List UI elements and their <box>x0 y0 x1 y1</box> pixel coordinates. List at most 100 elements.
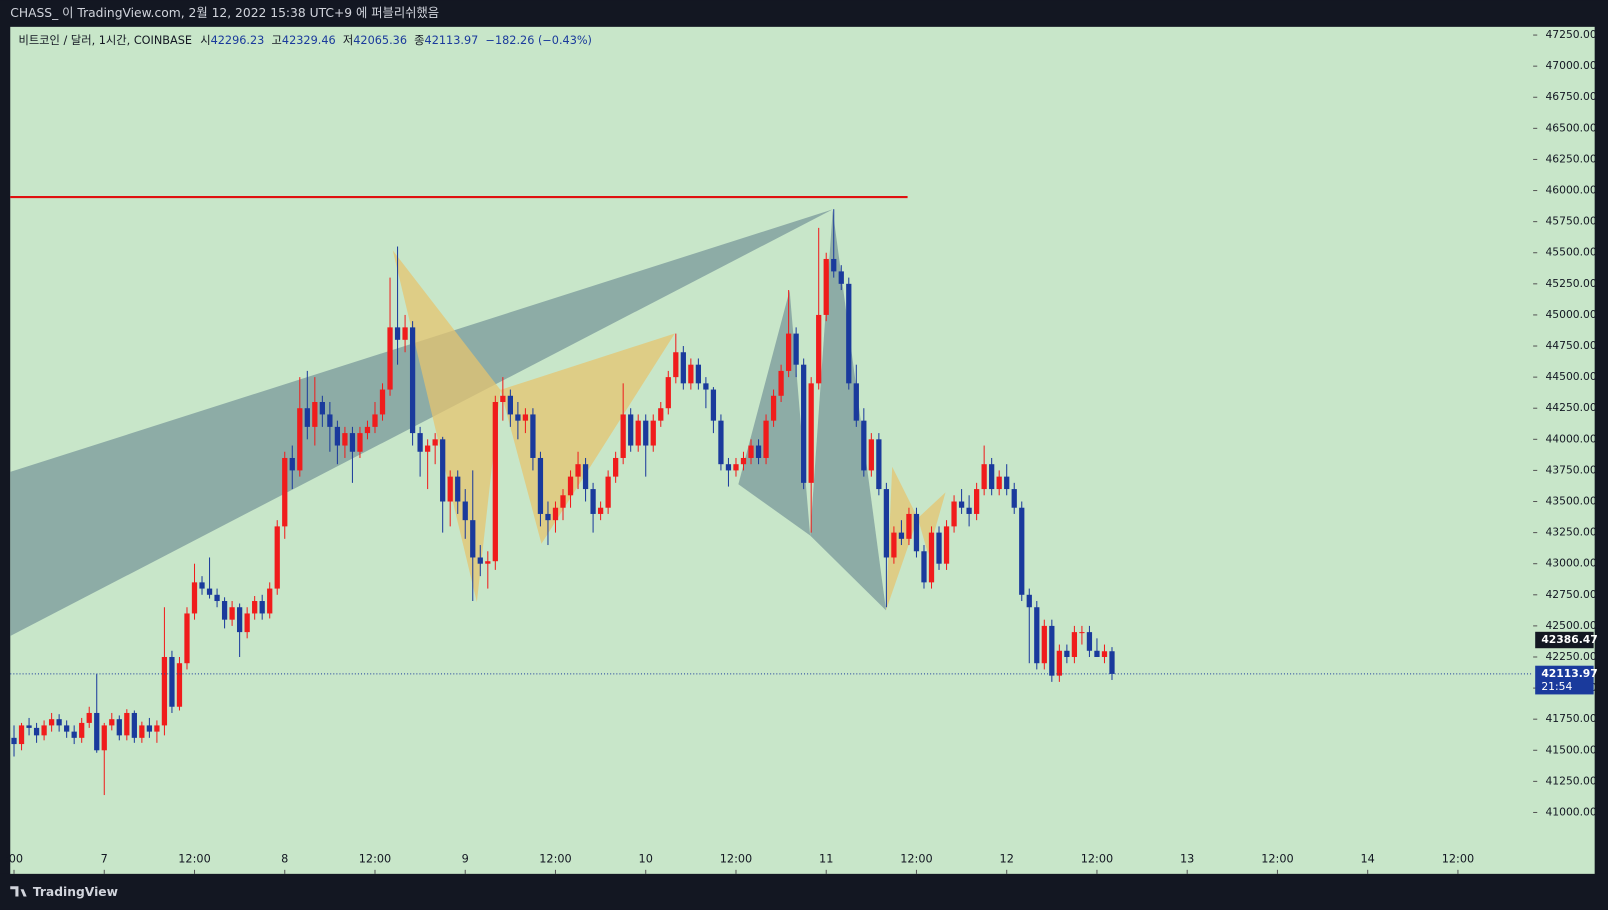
candle-body <box>274 526 280 589</box>
pattern-triangle <box>392 250 501 603</box>
candle-body <box>319 401 325 415</box>
x-tick-label: :00 <box>5 853 23 866</box>
candle-body <box>635 420 641 446</box>
candle-body <box>1101 651 1108 657</box>
x-tick-label: 12:00 <box>359 853 391 866</box>
candle-body <box>1026 594 1032 608</box>
legend-change: −182.26 (−0.43%) <box>486 34 592 47</box>
x-tick-label: 12:00 <box>178 853 210 866</box>
candle-body <box>613 457 619 477</box>
x-tick-label: 12:00 <box>539 853 571 866</box>
pattern-triangle <box>500 333 675 544</box>
candle-body <box>898 532 905 539</box>
candle-body <box>665 377 671 409</box>
candle-body <box>1094 650 1100 657</box>
candle-body <box>349 433 356 452</box>
legend-label: 저 <box>343 34 353 47</box>
candle-body <box>342 433 348 446</box>
candle-body <box>703 383 709 390</box>
candle-body <box>48 719 55 726</box>
y-tick-label: 43750.00 <box>1545 463 1596 476</box>
candle-body <box>500 395 506 402</box>
candle-body <box>973 489 980 514</box>
candle-body <box>582 464 589 490</box>
candle-body <box>244 613 250 633</box>
candle-body <box>755 445 762 458</box>
y-tick-label: 43000.00 <box>1545 557 1596 570</box>
y-tick-label: 44750.00 <box>1545 339 1596 352</box>
y-tick-label: 44250.00 <box>1545 401 1596 414</box>
y-tick-label: 41750.00 <box>1545 712 1596 725</box>
legend-label: 시 <box>200 34 210 47</box>
candle-body <box>522 414 529 421</box>
y-tick-label: 41250.00 <box>1545 774 1596 787</box>
legend-label: 종 <box>414 34 424 47</box>
candle-body <box>440 439 446 502</box>
candle-body <box>417 433 423 452</box>
candle-body <box>199 582 205 589</box>
candle-body <box>981 464 987 490</box>
candle-body <box>86 712 92 723</box>
candle-body <box>1079 632 1085 634</box>
candle-body <box>387 327 393 390</box>
candle-body <box>876 439 882 490</box>
legend-value: 42329.46 <box>282 34 336 47</box>
candle-body <box>41 725 47 736</box>
pattern-triangle <box>10 209 833 637</box>
candle-body <box>620 414 626 458</box>
candle-body <box>492 401 498 562</box>
drawings <box>10 196 946 637</box>
candle-body <box>883 489 890 558</box>
candle-body <box>718 420 724 465</box>
candle-body <box>462 501 468 521</box>
candle-body <box>996 476 1002 490</box>
y-tick-label: 41500.00 <box>1545 743 1596 756</box>
pattern-triangle <box>917 492 946 554</box>
candle-body <box>816 314 822 384</box>
candle-body <box>966 507 972 514</box>
candle-body <box>372 414 378 427</box>
y-tick-label: 47000.00 <box>1545 59 1596 72</box>
candle-body <box>740 457 747 465</box>
y-tick-label: 42250.00 <box>1545 650 1596 663</box>
candle-body <box>951 501 957 527</box>
x-tick-label: 12:00 <box>1081 853 1113 866</box>
candle-body <box>146 725 153 732</box>
candle-body <box>778 370 784 396</box>
candle-body <box>545 513 551 521</box>
candle-body <box>26 725 32 728</box>
candle-body <box>507 395 513 415</box>
candle-body <box>989 464 995 490</box>
candle-body <box>447 476 453 502</box>
candle-body <box>11 737 17 745</box>
candle-body <box>364 426 371 434</box>
candle-body <box>402 327 408 340</box>
candle-body <box>116 719 122 736</box>
candle-body <box>131 712 137 738</box>
candle-body <box>861 420 867 471</box>
x-tick-label: 12:00 <box>1261 853 1293 866</box>
candle-body <box>334 426 341 446</box>
candle-body <box>936 532 942 564</box>
candle-body <box>56 719 62 726</box>
candle-body <box>793 333 799 365</box>
candle-body <box>214 594 220 602</box>
y-tick-label: 43500.00 <box>1545 495 1596 508</box>
candle-body <box>1034 607 1040 664</box>
last-price-label: 42113.97 <box>1541 667 1597 680</box>
candle-body <box>289 457 295 471</box>
x-tick-label: 12 <box>1000 853 1014 866</box>
candle-body <box>530 414 536 458</box>
y-tick-label: 47250.00 <box>1545 28 1596 41</box>
candle-body <box>906 513 912 539</box>
candle-body <box>710 389 717 421</box>
y-tick-label: 45000.00 <box>1545 308 1596 321</box>
candle-body <box>913 513 920 552</box>
candle-body <box>432 439 438 446</box>
candle-body <box>425 445 431 452</box>
price-marker-tag <box>1535 631 1594 649</box>
candle-body <box>206 588 213 595</box>
candle-body <box>808 383 814 483</box>
